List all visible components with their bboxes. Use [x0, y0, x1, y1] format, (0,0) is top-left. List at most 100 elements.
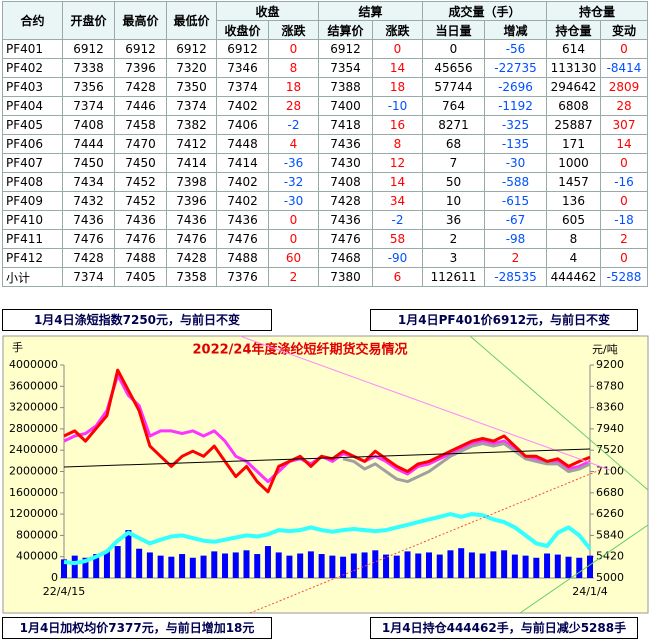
table-cell: 6808	[546, 96, 601, 116]
bar	[501, 550, 508, 578]
bar	[125, 530, 132, 578]
table-cell: 7380	[318, 267, 373, 287]
bar	[468, 552, 475, 578]
bar	[157, 555, 164, 578]
table-row: PF407 7450 7450 7414 7414 -36 7430 12 7 -30 1000 0	[2, 153, 648, 173]
table-row: PF406 7444 7470 7412 7448 4 7436 8 68 -135 171 14	[2, 134, 648, 154]
chart-frame	[2, 335, 649, 614]
note: 1月4日加权均价7377元，与前日增加18元	[2, 617, 272, 639]
table-cell: -22735	[484, 58, 547, 78]
table-cell: -67	[484, 210, 547, 230]
bar	[447, 550, 454, 578]
header-row: 合约 开盘价 最高价 最低价 收盘 结算 成交量（手） 持仓量	[2, 1, 648, 40]
y-tick-label: 800000	[16, 528, 58, 541]
bar	[533, 557, 540, 578]
table-cell: 34	[372, 191, 423, 211]
table-cell: 7356	[62, 77, 115, 97]
table-cell: 2	[268, 267, 319, 287]
bar	[587, 555, 593, 578]
table-cell: 7446	[114, 96, 167, 116]
bar	[458, 548, 465, 578]
table-cell: 7468	[318, 248, 373, 268]
bar	[415, 553, 422, 578]
y2-tick-label: 8360	[596, 401, 624, 414]
table-cell: 7428	[166, 248, 217, 268]
bar	[243, 550, 250, 578]
bar	[189, 557, 196, 578]
table-cell: 7374	[216, 77, 269, 97]
y2-tick-label: 6680	[596, 486, 624, 499]
table-cell: 14	[372, 58, 423, 78]
bar	[361, 552, 368, 578]
bar	[297, 553, 304, 578]
table-cell: 7430	[318, 153, 373, 173]
bar	[275, 552, 282, 578]
table-cell: -325	[484, 115, 547, 135]
header-cell: 持仓量	[546, 20, 601, 40]
table-row: PF408 7434 7452 7398 7402 -32 7408 14 50 -588 1457…	[2, 172, 648, 192]
table-cell: 7350	[166, 77, 217, 97]
table-cell: 7382	[166, 115, 217, 135]
y-tick-label: 2000000	[9, 465, 58, 478]
y2-tick-label: 7520	[596, 443, 624, 456]
bar	[554, 554, 561, 578]
table-cell: -5288	[600, 267, 648, 287]
bar	[264, 546, 271, 578]
table-cell: 36	[422, 210, 485, 230]
table-cell: PF403	[2, 77, 63, 97]
header-row: 收盘价 涨跌 结算价 涨跌 当日量 增减 持仓量 变动	[3, 20, 648, 40]
bar	[511, 554, 518, 578]
decor-line	[249, 469, 601, 614]
bar	[576, 557, 583, 578]
table-cell: 7476	[318, 229, 373, 249]
table-cell: 57744	[422, 77, 485, 97]
bar	[61, 559, 67, 578]
table-cell: 7488	[114, 248, 167, 268]
table-cell: 7452	[114, 172, 167, 192]
bar	[146, 552, 153, 578]
bar	[82, 557, 89, 578]
header-cell: 合约	[2, 1, 63, 40]
table-row: PF405 7408 7458 7382 7406 -2 7418 16 8271 -325 258…	[2, 115, 648, 135]
table-cell: 294642	[546, 77, 601, 97]
table-cell: PF407	[2, 153, 63, 173]
header-cell: 成交量（手）	[422, 1, 547, 21]
table-cell: 113130	[546, 58, 601, 78]
bar	[404, 551, 411, 578]
note: 1月4日涤短指数7250元，与前日不变	[2, 309, 272, 331]
y-tick-label: 3600000	[9, 379, 58, 392]
bar	[425, 552, 432, 578]
x-tick-label: 22/4/15	[43, 585, 85, 598]
table-cell: 7374	[62, 267, 115, 287]
table-cell: 7432	[62, 191, 115, 211]
header-cell: 持仓量	[546, 1, 648, 21]
bar	[522, 555, 529, 578]
y2-tick-label: 5420	[596, 550, 624, 563]
table-cell: 7402	[216, 96, 269, 116]
table-cell: 25887	[546, 115, 601, 135]
table-cell: 68	[422, 134, 485, 154]
y2-tick-label: 8780	[596, 379, 624, 392]
table-cell: 6912	[114, 39, 167, 59]
bar	[222, 553, 229, 578]
table-cell: 112611	[422, 267, 485, 287]
table-row: PF401 6912 6912 6912 6912 0 6912 0 0 -56 614 0	[2, 39, 648, 59]
header-cell: 收盘	[216, 1, 319, 21]
bar	[340, 556, 347, 578]
note: 1月4日PF401价6912元，与前日不变	[370, 309, 638, 331]
y2-tick-label: 9200	[596, 358, 624, 371]
table-row: PF412 7428 7488 7428 7488 60 7468 -90 3 2 4 0	[2, 248, 648, 268]
table-cell: 60	[268, 248, 319, 268]
table-cell: 小计	[2, 267, 63, 287]
table-cell: 7408	[318, 172, 373, 192]
table-cell: 2809	[600, 77, 648, 97]
line	[63, 512, 592, 566]
bar	[114, 546, 121, 578]
bar	[479, 553, 486, 578]
x-tick-label: 24/1/4	[572, 585, 607, 598]
bar	[179, 554, 186, 578]
y-tick-label: 1200000	[9, 507, 58, 520]
table-row: PF404 7374 7446 7374 7402 28 7400 -10 764 -1192 68…	[2, 96, 648, 116]
table-cell: 444462	[546, 267, 601, 287]
